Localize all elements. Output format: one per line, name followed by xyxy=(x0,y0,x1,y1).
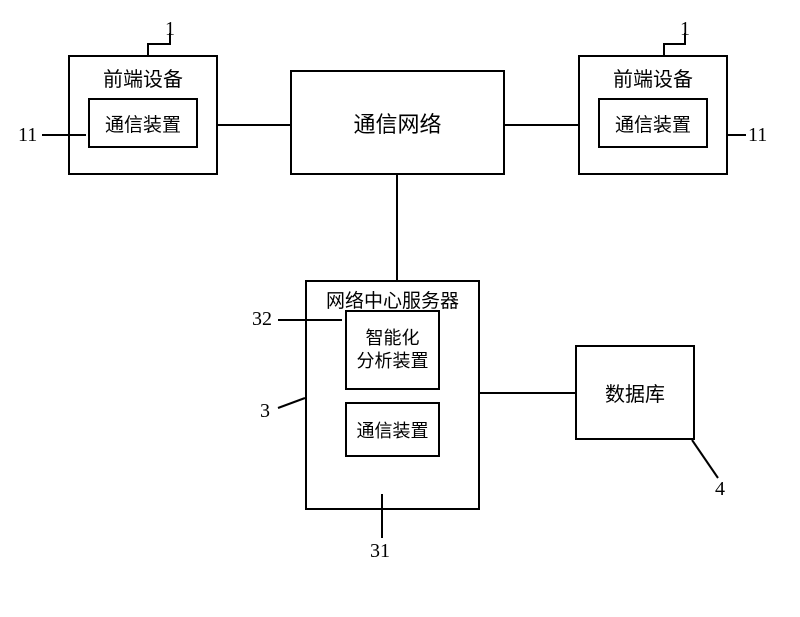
comm-device-server-label: 通信装置 xyxy=(357,417,429,443)
communication-network: 通信网络 xyxy=(290,70,505,175)
edge-net-to-server xyxy=(396,175,398,280)
ref-11-right: 11 xyxy=(748,124,767,147)
intelligent-analysis-label: 智能化 分析装置 xyxy=(357,327,429,374)
frontend-device-right: 前端设备 通信装置 xyxy=(578,55,728,175)
comm-device-left: 通信装置 xyxy=(88,98,198,148)
ref-11-left: 11 xyxy=(18,124,37,147)
edge-server-to-db xyxy=(480,392,575,394)
comm-device-right-label: 通信装置 xyxy=(615,110,691,137)
ref-4: 4 xyxy=(715,478,725,501)
edge-net-to-right xyxy=(505,124,578,126)
comm-device-left-label: 通信装置 xyxy=(105,110,181,137)
frontend-left-title: 前端设备 xyxy=(103,63,183,92)
database-label: 数据库 xyxy=(605,378,665,407)
intelligent-analysis-device: 智能化 分析装置 xyxy=(345,310,440,390)
comm-device-right: 通信装置 xyxy=(598,98,708,148)
ref-3: 3 xyxy=(260,400,270,423)
database: 数据库 xyxy=(575,345,695,440)
server-title: 网络中心服务器 xyxy=(326,286,459,313)
ref-31: 31 xyxy=(370,540,390,563)
network-label: 通信网络 xyxy=(353,107,441,139)
frontend-device-left: 前端设备 通信装置 xyxy=(68,55,218,175)
diagram-canvas: 前端设备 通信装置 前端设备 通信装置 通信网络 网络中心服务器 智能化 分析装… xyxy=(0,0,800,617)
comm-device-server: 通信装置 xyxy=(345,402,440,457)
ref-32: 32 xyxy=(252,308,272,331)
edge-left-to-net xyxy=(218,124,290,126)
frontend-right-title: 前端设备 xyxy=(613,63,693,92)
network-center-server: 网络中心服务器 智能化 分析装置 通信装置 xyxy=(305,280,480,510)
ref-1-right: 1 xyxy=(680,18,690,41)
ref-1-left: 1 xyxy=(165,18,175,41)
